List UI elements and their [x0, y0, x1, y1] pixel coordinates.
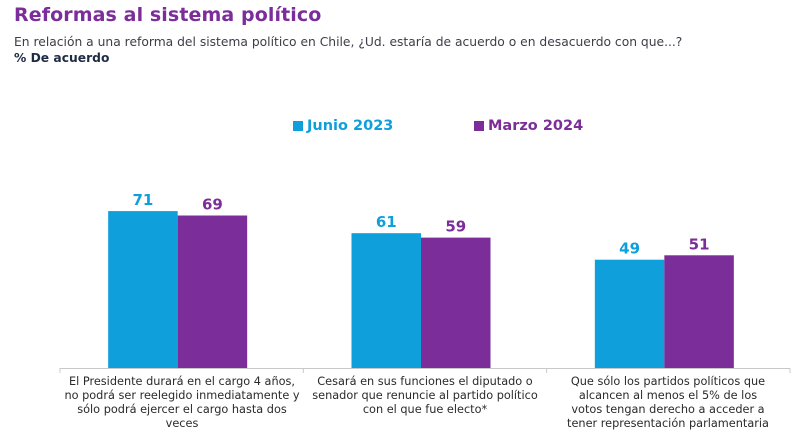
- chart-subtitle: En relación a una reforma del sistema po…: [14, 35, 683, 49]
- data-label-marzo-2024-cat3: 51: [689, 235, 710, 253]
- unit-label: % De acuerdo: [14, 51, 110, 65]
- legend: Junio 2023 Marzo 2024: [0, 118, 800, 140]
- category-label-2: Cesará en sus funciones el diputado o se…: [312, 375, 538, 416]
- bar-junio-2023-cat3: [594, 259, 665, 368]
- bar-marzo-2024-cat1: [177, 215, 248, 368]
- data-label-marzo-2024-cat1: 69: [202, 196, 223, 214]
- bar-junio-2023-cat1: [108, 211, 178, 368]
- legend-item-junio-2023: Junio 2023: [293, 118, 393, 134]
- data-label-junio-2023-cat1: 71: [132, 191, 153, 209]
- data-label-junio-2023-cat3: 49: [619, 240, 640, 258]
- bar-marzo-2024-cat3: [664, 255, 734, 368]
- bar-marzo-2024-cat2: [421, 237, 491, 368]
- legend-label-junio-2023: Junio 2023: [307, 118, 394, 134]
- chart-title: Reformas al sistema político: [14, 4, 322, 26]
- data-label-junio-2023-cat2: 61: [376, 213, 397, 231]
- data-label-marzo-2024-cat2: 59: [445, 218, 466, 236]
- legend-label-marzo-2024: Marzo 2024: [488, 118, 584, 134]
- bar-junio-2023-cat2: [351, 233, 421, 368]
- category-label-3: Que sólo los partidos políticos que alca…: [567, 375, 769, 430]
- legend-swatch-junio-2023: [293, 121, 303, 131]
- category-label-1: El Presidente durará en el cargo 4 años,…: [64, 375, 300, 430]
- legend-item-marzo-2024: Marzo 2024: [474, 118, 583, 134]
- legend-swatch-marzo-2024: [474, 121, 484, 131]
